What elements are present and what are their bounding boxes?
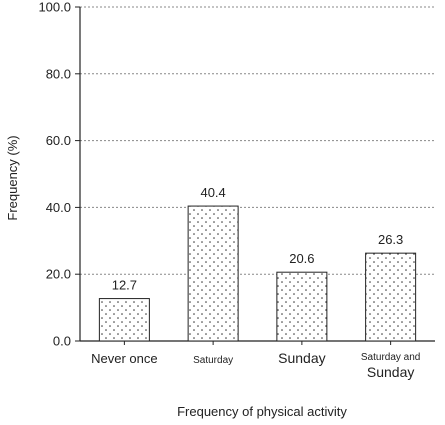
x-axis-label: Frequency of physical activity <box>177 404 347 419</box>
bar <box>276 271 328 342</box>
y-axis-label: Frequency (%) <box>5 135 20 220</box>
y-tick-label: 80.0 <box>46 66 71 81</box>
bars: 12.7 40.4 20.6 26.3 <box>98 185 417 342</box>
x-tick-labels: Never once Saturday Sunday Saturday and Sund… <box>91 350 420 380</box>
y-tick-label: 0.0 <box>53 334 71 349</box>
data-label: 26.3 <box>378 232 403 247</box>
y-tick-label: 20.0 <box>46 267 71 282</box>
data-label: 12.7 <box>112 278 137 293</box>
y-tick-labels: 0.0 20.0 40.0 60.0 80.0 100.0 <box>38 0 71 349</box>
x-tick-label: Never once <box>91 351 157 366</box>
data-label: 20.6 <box>289 251 314 266</box>
data-label: 40.4 <box>200 185 225 200</box>
x-tick-label: Sunday <box>278 350 325 366</box>
bar <box>187 205 239 342</box>
y-tick-label: 60.0 <box>46 133 71 148</box>
y-tick-label: 100.0 <box>38 0 71 15</box>
x-tick-label: Saturday and Sunday <box>361 352 421 380</box>
y-tick-label: 40.0 <box>46 200 71 215</box>
bar <box>98 298 150 342</box>
gridlines <box>80 6 435 275</box>
x-tick-label: Saturday <box>193 355 233 366</box>
bar <box>365 252 417 342</box>
